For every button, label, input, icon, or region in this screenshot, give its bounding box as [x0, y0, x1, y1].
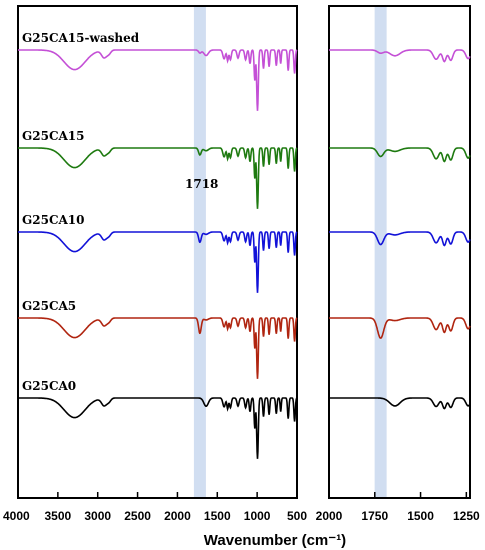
- series-line: [329, 397, 471, 410]
- x-tick-label: 3000: [84, 509, 111, 523]
- x-tick-label: 1500: [204, 509, 231, 523]
- series-line: [329, 147, 471, 163]
- x-tick-label: 1500: [407, 509, 434, 523]
- series-label: G25CA15: [22, 129, 85, 143]
- x-tick-label: 2000: [316, 509, 343, 523]
- series-label: G25CA10: [22, 213, 85, 227]
- x-tick-label: 4000: [3, 509, 30, 523]
- full-range-panel: 4000 3500 3000 2500 2000 1500 1000 500 G25CA15-w…: [3, 5, 307, 523]
- series-label: G25CA5: [22, 299, 76, 313]
- x-tick-label: 1000: [244, 509, 271, 523]
- series-line: [18, 49, 298, 111]
- series-line: [18, 147, 298, 209]
- x-tick-label: 2500: [124, 509, 151, 523]
- x-axis-label: Wavenumber (cm⁻¹): [204, 532, 346, 549]
- series-line: [329, 317, 471, 339]
- plot-frame: [17, 5, 298, 499]
- zoom-panel: 2000 1750 1500 1250: [316, 5, 480, 523]
- x-tick-label: 2000: [164, 509, 191, 523]
- series-line: [329, 231, 471, 247]
- series-label: G25CA15-washed: [22, 31, 140, 45]
- x-tick-label: 1250: [453, 509, 480, 523]
- series-line: [18, 317, 298, 379]
- series-line: [329, 49, 471, 63]
- x-tick-label: 1750: [361, 509, 388, 523]
- highlight-band: [193, 7, 206, 497]
- series-label: G25CA0: [22, 379, 76, 393]
- highlight-band: [374, 7, 387, 497]
- series-line: [18, 231, 298, 293]
- x-tick-label: 500: [287, 509, 307, 523]
- series-line: [18, 397, 298, 459]
- plot-frame: [328, 5, 471, 499]
- x-tick-label: 3500: [45, 509, 72, 523]
- peak-annotation: 1718: [185, 177, 218, 191]
